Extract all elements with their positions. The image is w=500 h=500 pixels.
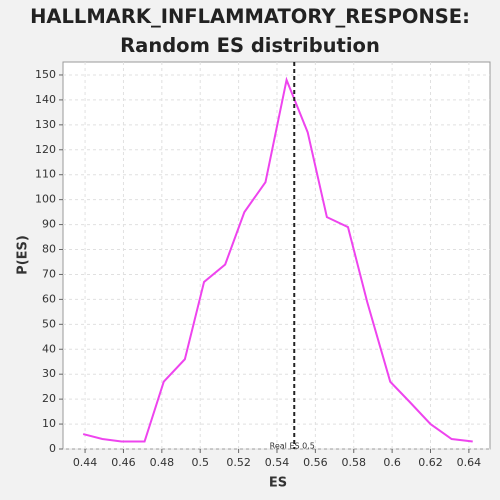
y-tick-label: 150	[35, 68, 56, 81]
y-tick-label: 50	[42, 317, 56, 330]
y-tick-label: 100	[35, 193, 56, 206]
y-tick-label: 70	[42, 267, 56, 280]
y-tick-label: 90	[42, 218, 56, 231]
x-tick-label: 0.54	[265, 456, 290, 469]
y-tick-label: 130	[35, 118, 56, 131]
x-tick-label: 0.58	[341, 456, 366, 469]
x-tick-label: 0.62	[418, 456, 443, 469]
x-tick-label: 0.56	[303, 456, 328, 469]
x-tick-label: 0.48	[150, 456, 175, 469]
x-tick-label: 0.44	[73, 456, 98, 469]
x-axis-label: ES	[269, 476, 287, 491]
y-tick-label: 20	[42, 392, 56, 405]
y-axis-label: P(ES)	[16, 235, 31, 275]
y-tick-label: 60	[42, 292, 56, 305]
y-tick-label: 10	[42, 417, 56, 430]
y-tick-label: 30	[42, 367, 56, 380]
line-series	[82, 76, 473, 443]
y-tick-label: 80	[42, 243, 56, 256]
x-tick-label: 0.64	[457, 456, 482, 469]
y-tick-label: 140	[35, 93, 56, 106]
chart-title: HALLMARK_INFLAMMATORY_RESPONSE: Random E…	[30, 5, 470, 57]
x-tick-label: 0.46	[111, 456, 136, 469]
y-tick-label: 0	[49, 442, 56, 455]
x-tick-label: 0.52	[226, 456, 251, 469]
y-tick-label: 120	[35, 143, 56, 156]
x-tick-label: 0.5	[191, 456, 209, 469]
y-tick-label: 40	[42, 342, 56, 355]
y-tick-label: 110	[35, 168, 56, 181]
annotation: Real ES 0.5	[270, 442, 315, 451]
x-tick-label: 0.6	[383, 456, 401, 469]
